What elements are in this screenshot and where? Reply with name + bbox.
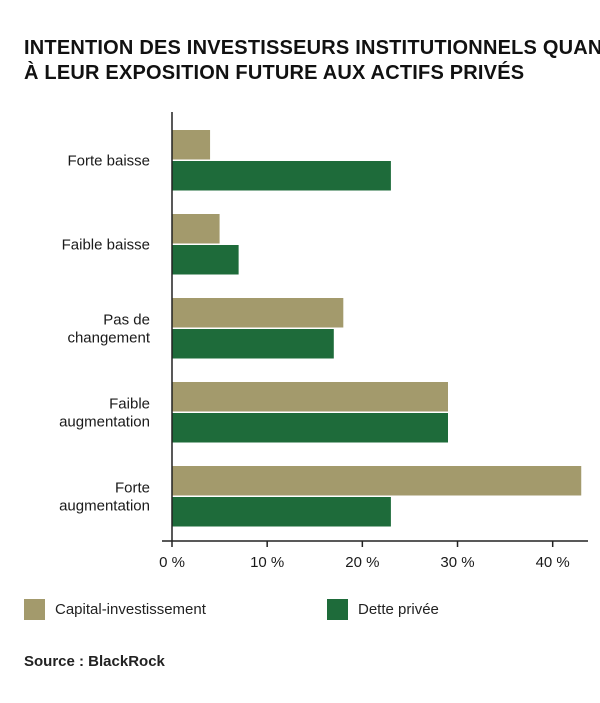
category-label-line: changement — [67, 329, 150, 346]
legend-label-dette: Dette privée — [358, 601, 439, 618]
legend-item-capital: Capital-investissement — [24, 599, 206, 620]
x-tick-label-0: 0 % — [159, 554, 185, 571]
legend-swatch-dette — [327, 599, 348, 620]
bar-capital-faible-augmentation — [172, 382, 448, 412]
category-label-line: Faible — [109, 395, 150, 412]
legend-item-dette: Dette privée — [327, 599, 439, 620]
bar-dette-forte-augmentation — [172, 497, 391, 527]
category-label-faible-baisse: Faible baisse — [62, 236, 150, 253]
category-label-forte-augmentation: Forte augmentation — [59, 479, 150, 514]
x-tick-label-20: 20 % — [345, 554, 379, 571]
chart-title-line-1: INTENTION DES INVESTISSEURS INSTITUTIONN… — [24, 37, 600, 59]
bar-dette-faible-baisse — [172, 245, 239, 275]
category-label-forte-baisse: Forte baisse — [67, 152, 150, 169]
category-label-pas-de-changement: Pas de changement — [67, 311, 150, 346]
bar-dette-forte-baisse — [172, 161, 391, 191]
bar-capital-forte-augmentation — [172, 466, 582, 496]
category-label-line: augmentation — [59, 497, 150, 514]
category-label-faible-augmentation: Faible augmentation — [59, 395, 150, 430]
chart-title: INTENTION DES INVESTISSEURS INSTITUTIONN… — [24, 36, 600, 86]
category-labels-group: Forte baisse Faible baisse Pas de changemen… — [59, 152, 151, 514]
legend-label-capital: Capital-investissement — [55, 601, 206, 618]
x-axis: 0 % 10 % 20 % 30 % 40 % — [159, 112, 588, 571]
source-note: Source : BlackRock — [24, 653, 165, 670]
x-tick-label-40: 40 % — [536, 554, 570, 571]
bar-capital-pas-de-changement — [172, 298, 344, 328]
x-tick-label-30: 30 % — [440, 554, 474, 571]
legend: Capital-investissement Dette privée — [24, 599, 584, 623]
category-label-line: Forte baisse — [67, 152, 150, 169]
chart-title-line-2: À LEUR EXPOSITION FUTURE AUX ACTIFS PRIV… — [24, 62, 525, 84]
category-label-line: augmentation — [59, 413, 150, 430]
category-label-line: Forte — [115, 479, 150, 496]
category-label-line: Faible baisse — [62, 236, 150, 253]
bar-capital-forte-baisse — [172, 130, 211, 160]
legend-swatch-capital — [24, 599, 45, 620]
bar-dette-faible-augmentation — [172, 413, 448, 443]
bars-group — [172, 130, 582, 527]
category-label-line: Pas de — [103, 311, 150, 328]
x-tick-label-10: 10 % — [250, 554, 284, 571]
bar-capital-faible-baisse — [172, 214, 220, 244]
bar-dette-pas-de-changement — [172, 329, 334, 359]
